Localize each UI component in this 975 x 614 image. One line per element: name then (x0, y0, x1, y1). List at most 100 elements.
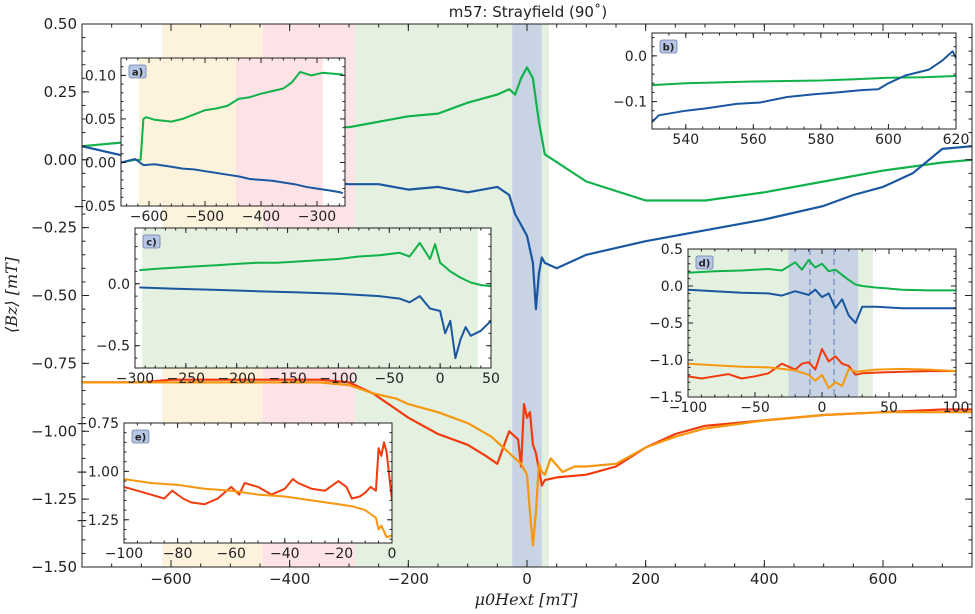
inset-c-x-tick-label-3: −200 (217, 371, 255, 387)
inset-e-background (124, 423, 392, 543)
inset-c-series (139, 241, 491, 360)
inset-b-x-tick-label-4: 600 (875, 132, 902, 148)
inset-e-series (124, 441, 392, 539)
inset-b-x-tick-label-2: 560 (740, 132, 767, 148)
inset-b-label: b) (663, 43, 675, 54)
inset-e-y-tick-label-2: −1.00 (76, 464, 119, 480)
inset-e-label-box (131, 429, 150, 444)
inset-a-frame (120, 57, 346, 207)
inset-d-shaded-region-1 (688, 249, 789, 397)
x-axis-label: μ0Hext [mT] (475, 590, 579, 609)
inset-a-y-tick-label-1: −0.05 (73, 199, 116, 215)
inset-d-x-tick-label-5: 100 (943, 400, 970, 416)
inset-e-series-orange (124, 478, 392, 539)
inset-b-series (652, 50, 956, 124)
chart-title: m57: Strayfield (90˚) (449, 3, 608, 21)
inset-d-x-tick-label-2: −50 (740, 400, 770, 416)
inset-c-x-tick-label-1: −300 (116, 371, 154, 387)
inset-c-x-tick-label-2: −250 (167, 371, 205, 387)
inset-d-shaded-regions (688, 249, 873, 397)
main-y-tick-label-2: −1.25 (31, 490, 77, 508)
inset-d: −100 −50 0 50 100 −1.5 −1.0 −0.5 0.0 0.5 d) (649, 242, 969, 416)
main-y-tick-label-7: 0.00 (44, 151, 77, 169)
main-x-tick-label-1: −600 (150, 570, 191, 588)
inset-b-series-blue (652, 50, 956, 124)
main-series-orange-red (82, 378, 972, 487)
inset-d-ticks (687, 248, 957, 398)
main-shaded-region-5 (541, 24, 549, 567)
inset-c-x-tick-label-6: −50 (375, 371, 405, 387)
inset-e-x-tick-label-5: −20 (324, 546, 354, 562)
inset-a-label: a) (132, 68, 143, 79)
inset-d-y-tick-label-2: −1.0 (649, 353, 683, 369)
inset-c-label-box (142, 234, 161, 249)
inset-c-series-blue (139, 286, 491, 360)
inset-a-x-tick-label-3: −400 (242, 209, 280, 225)
inset-d-series-blue (688, 288, 956, 324)
main-y-tick-label-4: −0.75 (31, 354, 77, 372)
inset-b-x-tick-label-1: 540 (672, 132, 699, 148)
inset-a-series-blue (121, 158, 344, 194)
inset-b-series-green (652, 75, 956, 87)
inset-e-x-tick-label-1: −100 (105, 546, 143, 562)
inset-c-shaded-region-1 (142, 228, 478, 368)
inset-a-label-box (128, 64, 147, 79)
inset-d-shaded-region-3 (858, 249, 873, 397)
inset-a-series-green (121, 70, 344, 164)
inset-e: −100 −80 −60 −40 −20 0 −1.25 −1.00 −0.75 e) (76, 416, 396, 562)
inset-e-x-tick-label-4: −40 (270, 546, 300, 562)
inset-c: −300 −250 −200 −150 −100 −50 0 50 −0.5 0.0 c) (96, 227, 500, 387)
inset-c-y-tick-label-2: 0.0 (108, 277, 130, 293)
main-x-tick-label-5: 200 (631, 570, 660, 588)
inset-b-ticks (651, 33, 957, 130)
inset-c-shaded-regions (142, 228, 478, 368)
inset-d-x-tick-label-3: 0 (818, 400, 827, 416)
inset-a-x-tick-label-2: −500 (186, 209, 224, 225)
inset-c-x-tick-label-8: 50 (482, 371, 500, 387)
inset-e-y-tick-label-3: −0.75 (76, 416, 119, 432)
inset-d-shaded-region-2 (788, 249, 859, 397)
inset-d-series-green (688, 259, 956, 292)
inset-e-series-orange-red (124, 441, 392, 506)
inset-a-y-tick-label-4: 0.10 (85, 68, 116, 84)
inset-b-x-tick-label-3: 580 (808, 132, 835, 148)
inset-c-label: c) (146, 238, 157, 249)
inset-d-x-tick-label-1: −100 (669, 400, 707, 416)
main-x-tick-label-3: −200 (388, 570, 429, 588)
inset-a-shaded-region-1 (138, 58, 236, 206)
main-y-tick-label-8: 0.25 (44, 83, 77, 101)
inset-e-ticks (123, 422, 393, 543)
inset-a-y-tick-label-3: 0.05 (85, 112, 116, 128)
inset-d-y-tick-label-3: −0.5 (649, 316, 683, 332)
main-y-tick-label-1: −1.50 (31, 558, 77, 576)
main-x-tick-label-4: 0 (522, 570, 532, 588)
main-y-tick-label-3: −1.00 (31, 422, 77, 440)
inset-d-label: d) (699, 259, 711, 270)
inset-d-label-box (695, 255, 714, 270)
inset-a-y-tick-label-2: 0.00 (85, 155, 116, 171)
inset-d-series-orange-red (688, 347, 956, 380)
inset-d-series (688, 259, 956, 390)
main-x-tick-label-2: −400 (269, 570, 310, 588)
inset-c-ticks (134, 228, 492, 368)
inset-a-ticks (121, 57, 345, 207)
inset-panels: −600 −500 −400 −300−0.050.000.050.10 a)540 56… (73, 32, 970, 562)
inset-c-x-tick-label-7: 0 (436, 371, 445, 387)
main-y-tick-label-6: −0.25 (31, 219, 77, 237)
inset-b-label-box (659, 39, 678, 54)
inset-b-y-tick-label-2: 0.0 (625, 49, 647, 65)
inset-b: 540 560 580 600 620 −0.1 0.0 b) (613, 32, 970, 148)
inset-c-x-tick-label-4: −150 (268, 371, 306, 387)
inset-a-x-tick-label-4: −300 (298, 209, 336, 225)
inset-c-x-tick-label-5: −100 (319, 371, 357, 387)
inset-e-y-tick-label-1: −1.25 (76, 513, 119, 529)
inset-b-x-tick-label-5: 620 (943, 132, 970, 148)
inset-a-shaded-region-2 (235, 58, 323, 206)
inset-d-y-tick-label-4: 0.0 (661, 279, 683, 295)
inset-c-y-tick-label-1: −0.5 (96, 339, 130, 355)
inset-d-y-tick-label-1: −1.5 (649, 390, 683, 406)
main-x-tick-label-6: 400 (750, 570, 779, 588)
inset-d-x-tick-label-4: 50 (880, 400, 898, 416)
inset-a-shaded-regions (138, 58, 323, 206)
